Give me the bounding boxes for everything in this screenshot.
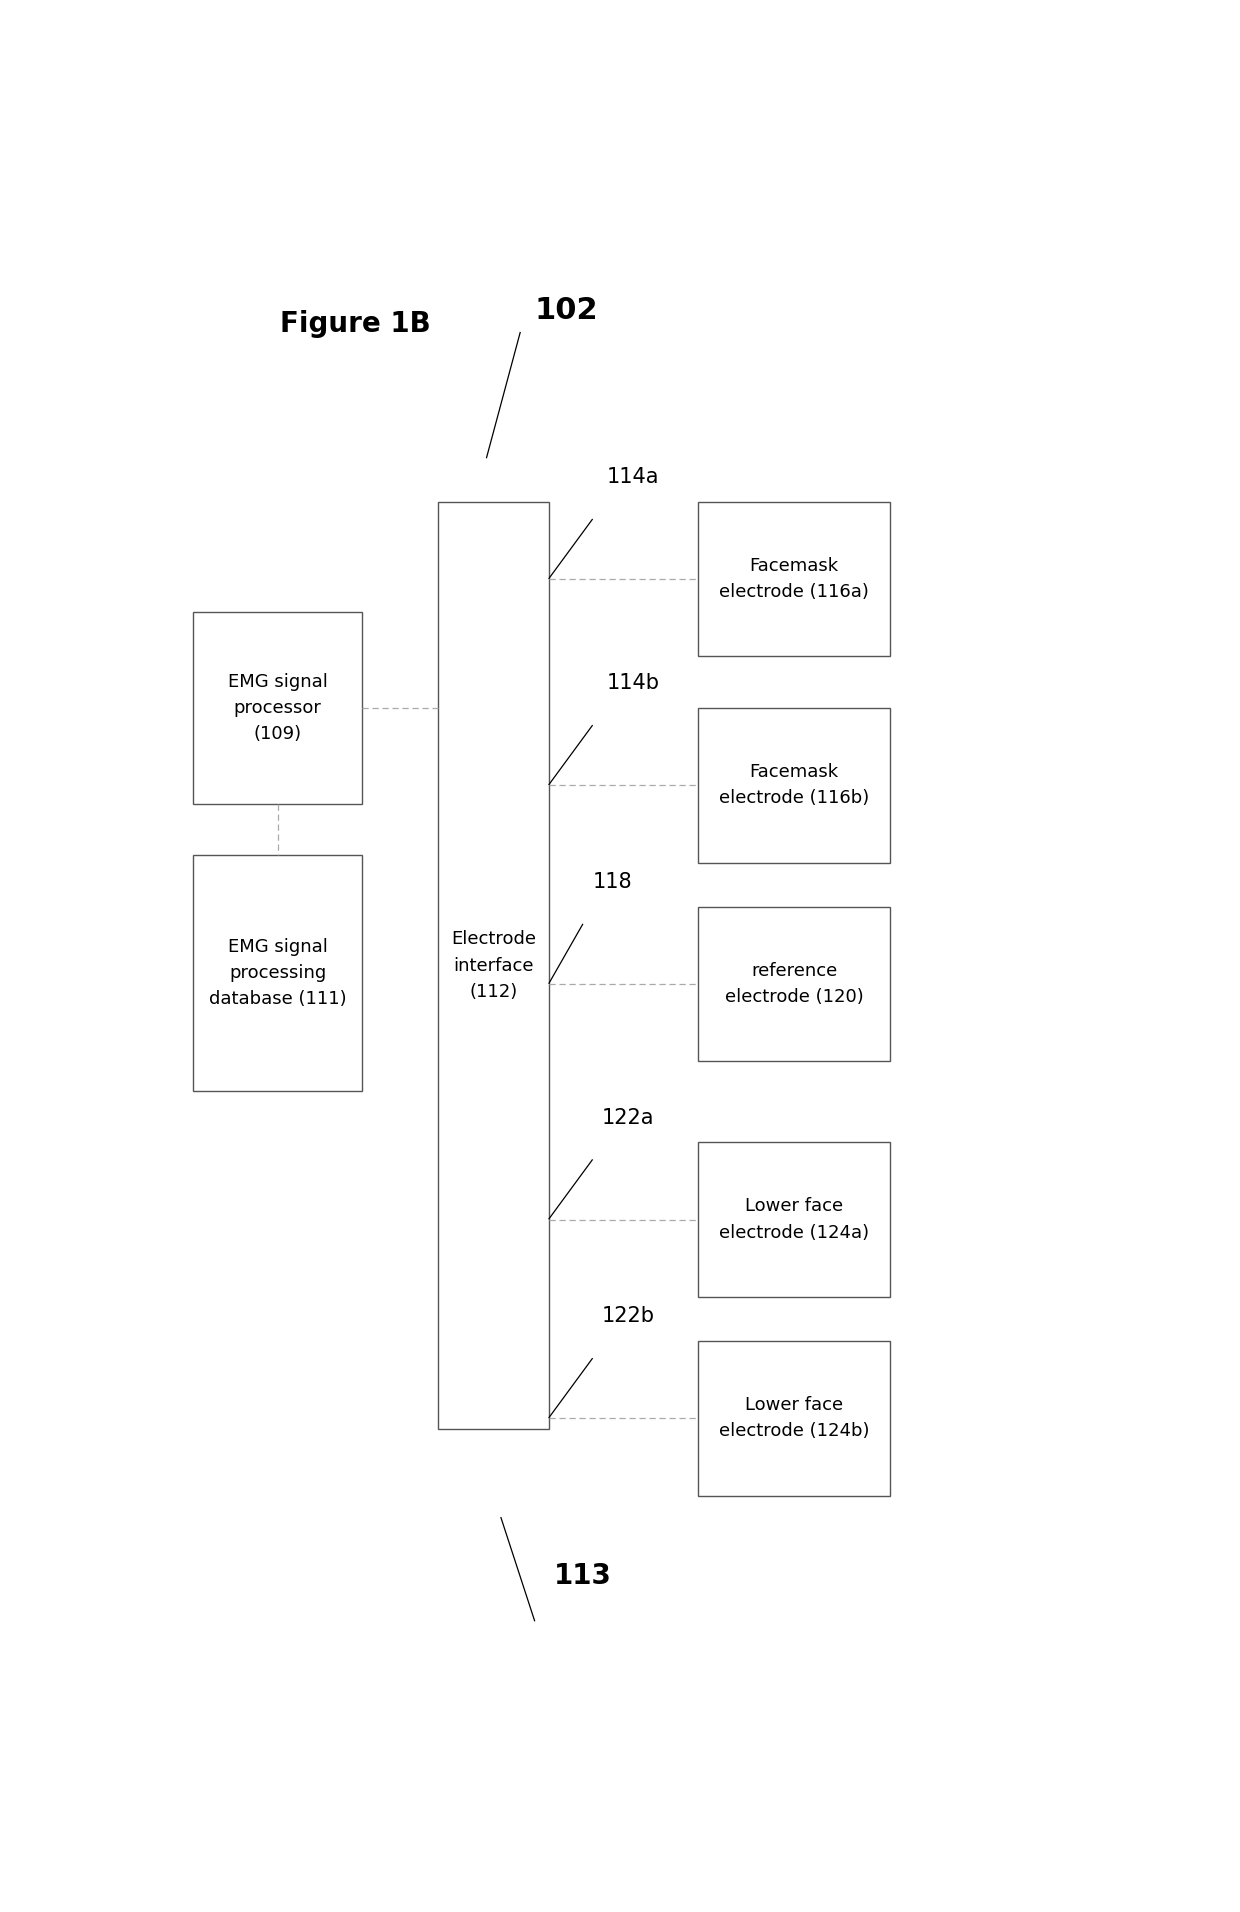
Text: reference
electrode (120): reference electrode (120) (724, 962, 863, 1006)
Bar (698, 1141, 890, 1296)
Text: Figure 1B: Figure 1B (280, 310, 430, 338)
Text: Electrode
interface
(112): Electrode interface (112) (451, 929, 536, 1002)
Text: 122b: 122b (601, 1306, 655, 1327)
Text: Facemask
electrode (116b): Facemask electrode (116b) (719, 763, 869, 807)
Text: EMG signal
processor
(109): EMG signal processor (109) (228, 673, 327, 744)
Bar (439, 501, 549, 1430)
Text: 113: 113 (554, 1562, 611, 1589)
Text: EMG signal
processing
database (111): EMG signal processing database (111) (208, 937, 346, 1008)
Bar (698, 501, 890, 656)
Bar (193, 612, 362, 803)
Text: 114a: 114a (606, 467, 660, 488)
Text: Facemask
electrode (116a): Facemask electrode (116a) (719, 556, 869, 600)
Text: 122a: 122a (601, 1107, 655, 1128)
Text: 118: 118 (593, 872, 632, 893)
Text: Lower face
electrode (124a): Lower face electrode (124a) (719, 1197, 869, 1241)
Bar (193, 855, 362, 1090)
Text: 114b: 114b (606, 673, 660, 694)
Text: 102: 102 (534, 296, 598, 325)
Bar (698, 906, 890, 1061)
Bar (698, 1340, 890, 1495)
Bar (698, 707, 890, 862)
Text: Lower face
electrode (124b): Lower face electrode (124b) (719, 1396, 869, 1440)
